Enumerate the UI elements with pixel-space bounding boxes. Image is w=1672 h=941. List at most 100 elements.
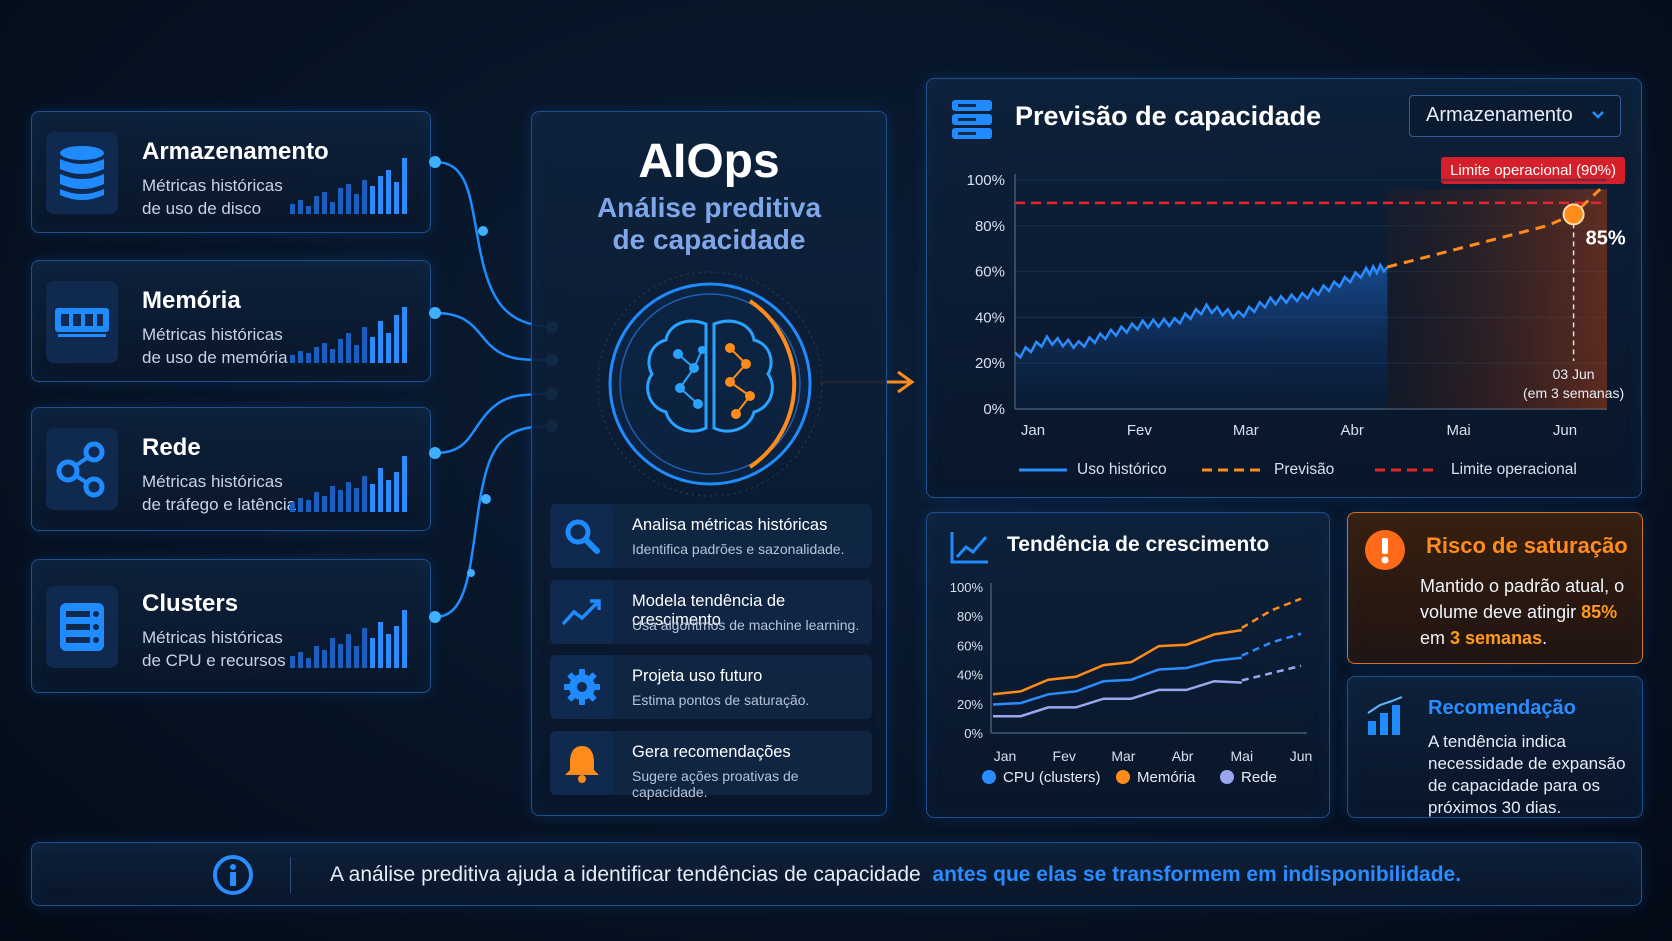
spark-bar [386, 170, 391, 214]
spark-bar [330, 202, 335, 214]
series-forecast-2 [1241, 664, 1302, 682]
marker-value-label: 85% [1586, 227, 1626, 249]
y-tick-label: 20% [957, 697, 983, 712]
spark-bar [290, 355, 295, 363]
spark-bar [338, 490, 343, 512]
source-card-clusters[interactable]: Clusters Métricas históricas de CPU e rec… [31, 559, 431, 693]
step-title: Analisa métricas históricas [632, 516, 828, 534]
gear-icon [550, 655, 614, 719]
sparkline-bars [290, 610, 407, 668]
spark-bar [402, 610, 407, 668]
x-tick-label: Mai [1447, 422, 1471, 439]
database-icon [949, 97, 995, 148]
y-tick-label: 20% [975, 355, 1005, 372]
spark-bar [394, 626, 399, 668]
spark-bar [402, 307, 407, 363]
aiops-subtitle: Análise preditiva de capacidade [596, 192, 822, 255]
step-description: Usa algoritmos de machine learning. [632, 617, 860, 633]
spark-bar [314, 196, 319, 214]
spark-bar [314, 347, 319, 363]
y-tick-label: 40% [975, 309, 1005, 326]
source-title: Armazenamento [142, 138, 329, 165]
spark-bar [346, 333, 351, 363]
spark-bar [378, 176, 383, 214]
step-recommend: Gera recomendações Sugere ações proativa… [550, 731, 872, 800]
legend-label: Rede [1241, 769, 1277, 786]
spark-bar [306, 353, 311, 363]
source-card-memory[interactable]: Memória Métricas históricas de uso de mem… [31, 260, 431, 382]
spark-bar [370, 484, 375, 512]
bar-chart-icon [1364, 695, 1408, 742]
y-tick-label: 80% [957, 609, 983, 624]
source-title: Memória [142, 287, 241, 314]
spark-bar [298, 652, 303, 668]
alert-icon [1364, 529, 1406, 576]
spark-bar [362, 327, 367, 363]
y-tick-label: 100% [967, 172, 1005, 189]
spark-bar [338, 188, 343, 214]
series-line-1 [992, 628, 1242, 696]
risk-text: Mantido o padrão atual, o volume deve at… [1420, 576, 1625, 648]
spark-bar [306, 500, 311, 512]
aiops-panel: AIOps Análise preditiva de capacidade [531, 111, 887, 816]
trend-chart-icon [949, 529, 991, 572]
spark-bar [330, 486, 335, 512]
spark-bar [322, 650, 327, 668]
series-forecast-1 [1241, 597, 1302, 629]
recommendation-panel: Recomendação A tendência indica necessid… [1347, 676, 1643, 818]
y-tick-label: 0% [964, 726, 983, 741]
spark-bar [354, 194, 359, 214]
historic-area [1015, 264, 1388, 409]
database-icon [46, 132, 118, 214]
footer-info-bar: A análise preditiva ajuda a identificar … [31, 842, 1642, 906]
spark-bar [338, 644, 343, 668]
spark-bar [322, 343, 327, 363]
spark-bar [322, 192, 327, 214]
legend-dot [982, 770, 996, 784]
forecast-title: Previsão de capacidade [1015, 101, 1322, 131]
spark-bar [330, 349, 335, 363]
y-tick-label: 60% [957, 638, 983, 653]
x-tick-label: Mar [1111, 748, 1135, 764]
x-tick-label: Jun [1553, 422, 1577, 439]
y-tick-label: 100% [950, 580, 984, 595]
x-tick-label: Abr [1172, 748, 1194, 764]
risk-title: Risco de saturação [1426, 533, 1628, 558]
resource-select[interactable]: Armazenamento [1409, 95, 1621, 137]
growth-title: Tendência de crescimento [1007, 533, 1270, 556]
spark-bar [402, 456, 407, 512]
spark-bar [298, 200, 303, 214]
spark-bar [370, 337, 375, 363]
recommendation-text: A tendência indica necessidade de expans… [1428, 732, 1626, 817]
spark-bar [394, 182, 399, 214]
spark-bar [346, 634, 351, 668]
bell-icon [550, 731, 614, 795]
series-line-2 [993, 679, 1242, 718]
footer-divider [290, 857, 291, 893]
info-icon [212, 854, 254, 901]
x-tick-label: Mar [1233, 422, 1259, 439]
step-analyze: Analisa métricas históricas Identifica p… [550, 504, 872, 568]
legend-dot [1220, 770, 1234, 784]
spark-bar [290, 502, 295, 512]
spark-bar [362, 628, 367, 668]
source-card-storage[interactable]: Armazenamento Métricas históricas de uso … [31, 111, 431, 233]
source-card-network[interactable]: Rede Métricas históricas de tráfego e lat… [31, 407, 431, 531]
y-tick-label: 40% [957, 668, 983, 683]
spark-bar [346, 184, 351, 214]
sparkline-bars [290, 307, 407, 363]
server-icon [46, 586, 118, 668]
growth-chart: 0% 20% 40% 60% 80% 100% Jan Fev Mar Abr Mai Jun CPU … [950, 580, 1313, 786]
step-project: Projeta uso futuro Estima pontos de satu… [550, 655, 872, 719]
x-tick-label: Mai [1231, 748, 1254, 764]
brain-icon [597, 271, 823, 497]
spark-bar [386, 480, 391, 512]
x-tick-label: Jan [994, 748, 1017, 764]
spark-bar [394, 472, 399, 512]
spark-bar [338, 339, 343, 363]
spark-bar [362, 180, 367, 214]
spark-bar [386, 333, 391, 363]
marker-date-sub: (em 3 semanas) [1523, 385, 1624, 401]
saturation-risk-panel: Risco de saturação Mantido o padrão atua… [1347, 512, 1643, 664]
step-model: Modela tendência de crescimento Usa algo… [550, 580, 872, 644]
